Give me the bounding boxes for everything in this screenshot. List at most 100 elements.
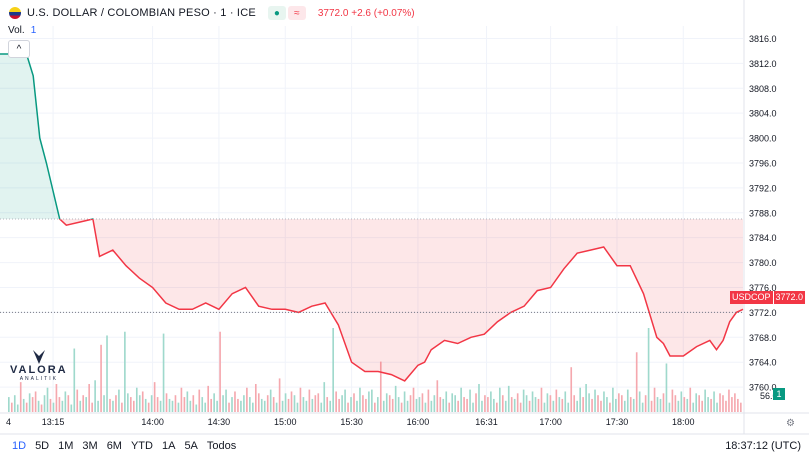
- volume-bar: [234, 391, 236, 412]
- delayed-data-badge[interactable]: ≈: [287, 6, 306, 20]
- volume-bar: [725, 400, 727, 412]
- range-6m[interactable]: 6M: [106, 440, 122, 452]
- volume-bar: [460, 387, 462, 412]
- volume-bar: [46, 387, 49, 412]
- volume-bar: [88, 384, 90, 412]
- volume-bar: [635, 352, 638, 412]
- volume-bar: [606, 397, 608, 412]
- settings-icon[interactable]: ⚙: [786, 418, 795, 429]
- range-5d[interactable]: 5D: [35, 440, 50, 452]
- chart-title: U.S. DOLLAR / COLOMBIAN PESO · 1 · ICE: [27, 7, 256, 19]
- volume-bar: [665, 363, 668, 412]
- volume-bar: [507, 385, 510, 412]
- volume-bar: [493, 398, 495, 412]
- price-area-down: [0, 219, 743, 381]
- volume-bar: [379, 361, 382, 412]
- x-tick-label-partial: 4: [6, 417, 11, 427]
- volume-bar: [308, 389, 311, 412]
- volume-bar: [615, 398, 617, 412]
- volume-bar: [623, 400, 626, 412]
- volume-bar: [555, 389, 558, 412]
- volume-bar: [147, 402, 150, 412]
- volume-bar: [76, 389, 79, 412]
- volume-bar: [106, 335, 108, 412]
- volume-bar: [504, 400, 507, 412]
- volume-bar: [674, 395, 677, 412]
- volume-bar: [174, 395, 177, 412]
- volume-bar: [246, 387, 248, 412]
- volume-bar: [680, 391, 683, 412]
- volume-bar: [130, 397, 132, 412]
- x-tick-label: 17:00: [539, 417, 562, 427]
- volume-bar: [127, 393, 129, 412]
- range-todos[interactable]: Todos: [206, 440, 237, 452]
- volume-bar: [8, 397, 10, 412]
- volume-bar: [436, 380, 439, 412]
- volume-bar: [418, 397, 421, 412]
- volume-bar: [225, 389, 227, 412]
- volume-bar: [13, 395, 16, 412]
- volume-bar: [64, 391, 67, 412]
- volume-bar: [525, 395, 528, 412]
- volume-bar: [43, 395, 46, 412]
- volume-bar: [722, 395, 724, 412]
- volume-bar: [177, 402, 180, 412]
- volume-bar: [594, 389, 596, 412]
- volume-bar: [409, 395, 412, 412]
- y-tick-label: 3784.0: [749, 233, 777, 243]
- volume-bars: [8, 328, 742, 412]
- volume-bar: [347, 402, 349, 412]
- volume-bar: [573, 395, 576, 412]
- volume-bar: [22, 398, 25, 412]
- volume-bar: [406, 400, 409, 412]
- y-tick-label: 3804.0: [749, 109, 777, 119]
- market-status-badge[interactable]: ●: [267, 6, 286, 20]
- volume-bar: [546, 393, 549, 412]
- volume-bar: [213, 393, 215, 412]
- volume-bar: [350, 397, 352, 412]
- volume-bar: [135, 387, 138, 412]
- volume-bar: [516, 393, 519, 412]
- volume-bar: [263, 400, 266, 412]
- volume-bar: [701, 400, 703, 412]
- range-1d[interactable]: 1D: [12, 440, 27, 452]
- volume-bar: [335, 391, 337, 412]
- collapse-button[interactable]: ^: [8, 40, 30, 58]
- volume-bar: [567, 402, 570, 412]
- volume-bar: [388, 395, 391, 412]
- volume-bar: [710, 398, 712, 412]
- volume-bar: [704, 389, 706, 412]
- range-1a[interactable]: 1A: [161, 440, 176, 452]
- volume-bar: [82, 395, 85, 412]
- volume-bar: [403, 391, 406, 412]
- volume-bar: [338, 398, 340, 412]
- reference-line: [0, 218, 743, 313]
- volume-bar: [58, 397, 61, 412]
- range-5a[interactable]: 5A: [184, 440, 198, 452]
- range-3m[interactable]: 3M: [82, 440, 98, 452]
- range-ytd[interactable]: YTD: [130, 440, 153, 452]
- volume-bar: [317, 393, 320, 412]
- volume-bar: [97, 400, 99, 412]
- range-1m[interactable]: 1M: [58, 440, 74, 452]
- volume-bar: [475, 393, 477, 412]
- volume-bar: [269, 389, 272, 412]
- volume-bar: [528, 400, 531, 412]
- volume-bar: [112, 400, 114, 412]
- volume-bar: [121, 402, 123, 412]
- volume-bar: [585, 384, 587, 412]
- volume-bar: [34, 391, 37, 412]
- volume-bar: [618, 393, 620, 412]
- volume-bar: [341, 395, 343, 412]
- volume-bar: [55, 384, 58, 412]
- volume-bar: [600, 400, 602, 412]
- volume-bar: [356, 400, 358, 412]
- volume-bar: [299, 387, 302, 412]
- volume-bar: [153, 382, 156, 412]
- y-tick-label-partial: 56.0: [760, 391, 778, 401]
- volume-bar: [52, 402, 55, 412]
- volume-bar: [415, 398, 418, 412]
- volume-bar: [740, 402, 742, 412]
- volume-bar: [501, 395, 504, 412]
- volume-bar: [662, 393, 665, 412]
